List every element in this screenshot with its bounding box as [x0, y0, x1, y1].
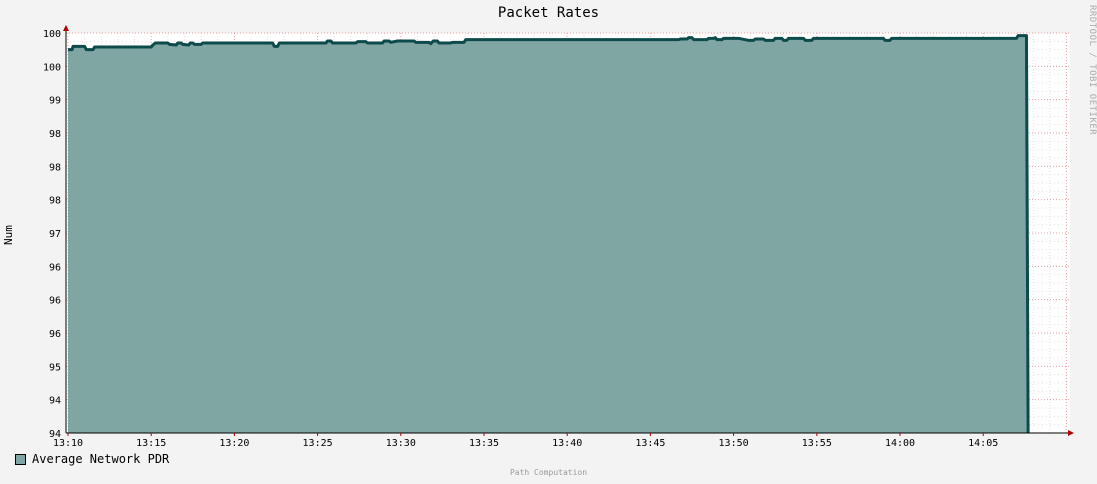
y-tick-label: 94 — [49, 396, 61, 407]
x-tick-label: 13:10 — [53, 438, 83, 449]
y-tick-label: 96 — [49, 262, 61, 273]
legend: Average Network PDR — [15, 452, 169, 466]
rrdtool-watermark: RRDTOOL / TOBI OETIKER — [1087, 5, 1097, 136]
y-tick-label: 96 — [49, 329, 61, 340]
y-tick-label: 96 — [49, 296, 61, 307]
x-tick-label: 14:05 — [968, 438, 998, 449]
y-axis-arrow — [63, 25, 69, 31]
series-layer — [68, 34, 1030, 434]
y-tick-labels: 94 94 95 96 96 96 97 98 98 98 99 100 100 — [43, 29, 61, 440]
series-area — [68, 35, 1029, 434]
x-tick-label: 13:15 — [136, 438, 166, 449]
x-tick-label: 13:55 — [802, 438, 832, 449]
y-tick-label: 100 — [43, 62, 61, 73]
y-tick-label: 94 — [49, 429, 61, 440]
x-tick-label: 13:20 — [219, 438, 249, 449]
x-tick-label: 13:40 — [552, 438, 582, 449]
chart-title: Packet Rates — [497, 5, 600, 21]
y-tick-label: 98 — [49, 196, 61, 207]
y-tick-label: 97 — [49, 229, 61, 240]
y-tick-label: 100 — [43, 29, 61, 40]
y-tick-label: 95 — [49, 362, 61, 373]
x-tick-label: 14:00 — [885, 438, 915, 449]
x-tick-label: 13:30 — [386, 438, 416, 449]
legend-label: Average Network PDR — [32, 452, 170, 466]
y-tick-label: 99 — [49, 96, 61, 107]
y-tick-label: 98 — [49, 162, 61, 173]
x-tick-label: 13:35 — [469, 438, 499, 449]
x-tick-label: 13:50 — [719, 438, 749, 449]
axis-layer — [63, 25, 1074, 436]
y-tick-label: 98 — [49, 129, 61, 140]
x-axis-arrow — [1068, 430, 1074, 436]
legend-swatch — [15, 453, 26, 465]
x-tick-label: 13:45 — [635, 438, 665, 449]
x-tick-label: 13:25 — [303, 438, 333, 449]
footer-caption: Path Computation — [509, 468, 588, 477]
series-line — [68, 34, 1030, 434]
x-tick-labels: 13:10 13:15 13:20 13:25 13:30 13:35 13:40 13:45… — [53, 438, 998, 449]
